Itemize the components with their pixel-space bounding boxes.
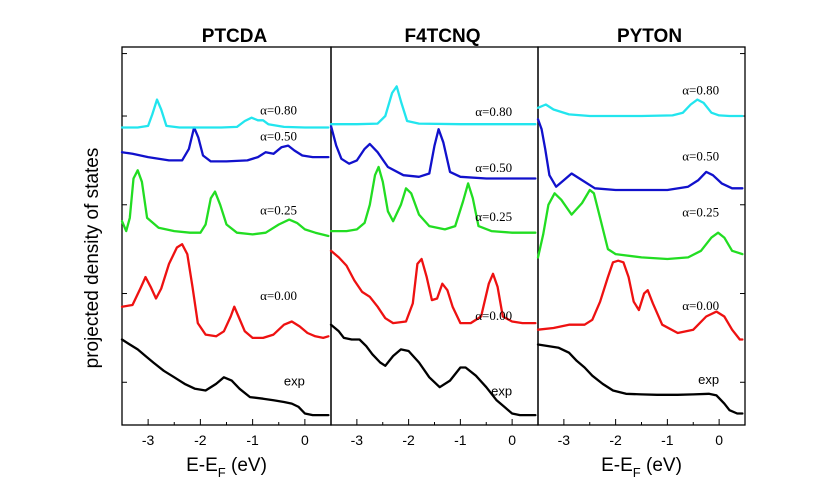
- panel-title: PTCDA: [202, 26, 268, 47]
- series-label-a050: α=0.50: [475, 160, 512, 175]
- x-tick-label: -3: [558, 432, 571, 448]
- x-axis-label: E-EF (eV): [186, 455, 267, 480]
- curve-a080: [538, 100, 742, 116]
- series-label-a080: α=0.80: [475, 104, 512, 119]
- curve-a025: [538, 190, 742, 259]
- series-label-exp: exp: [698, 372, 719, 387]
- x-tick-label: -2: [194, 432, 207, 448]
- curve-a000: [122, 244, 328, 338]
- curve-a025: [122, 170, 328, 236]
- curve-a080: [122, 100, 328, 128]
- series-label-a050: α=0.50: [260, 129, 297, 144]
- panel-pyton: PYTON -3 -2 -1 0 E-EF (eV) exp α=0.00 α=0.25 α=0.…: [538, 26, 745, 480]
- series-label-a000: α=0.00: [475, 308, 512, 323]
- x-tick-label: -3: [142, 432, 155, 448]
- series-label-a025: α=0.25: [260, 203, 297, 218]
- series-label-exp: exp: [284, 374, 305, 389]
- x-tick-label: -2: [609, 432, 622, 448]
- series-label-a000: α=0.00: [260, 288, 297, 303]
- series-label-a000: α=0.00: [682, 298, 719, 313]
- series-label-a025: α=0.25: [475, 209, 512, 224]
- y-axis-label: projected density of states: [82, 148, 103, 369]
- x-tick-label: -1: [661, 432, 674, 448]
- series-label-exp: exp: [491, 383, 512, 398]
- x-tick-label: 0: [301, 432, 309, 448]
- x-tick-label: 0: [508, 432, 516, 448]
- panel-frame: [122, 47, 331, 425]
- x-tick-label: -1: [246, 432, 259, 448]
- panel-title: F4TCNQ: [405, 26, 481, 47]
- panel-title: PYTON: [617, 26, 682, 47]
- panel-f4tcnq: F4TCNQ -3 -2 -1 0 exp α=0.00 α=0.25 α=0.50 α=0.80: [331, 26, 538, 448]
- panel-ptcda: PTCDA -3 -2 -1 0 E-EF (eV) exp α=0.00 α=0.25 α=0.…: [122, 26, 331, 480]
- x-axis-label: E-EF (eV): [601, 455, 682, 480]
- curve-a050: [122, 128, 328, 162]
- series-label-a050: α=0.50: [682, 148, 719, 163]
- x-tick-label: -3: [351, 432, 364, 448]
- series-label-a080: α=0.80: [682, 83, 719, 98]
- x-tick-label: -1: [454, 432, 467, 448]
- panels-layer: PTCDA -3 -2 -1 0 E-EF (eV) exp α=0.00 α=0.25 α=0.…: [122, 26, 745, 480]
- pdos-figure: projected density of states PTCDA -3 -2 -1 0…: [0, 0, 830, 500]
- x-tick-label: -2: [402, 432, 415, 448]
- series-label-a025: α=0.25: [682, 204, 719, 219]
- x-tick-label: 0: [715, 432, 723, 448]
- series-label-a080: α=0.80: [260, 102, 297, 117]
- curve-exp: [331, 325, 535, 415]
